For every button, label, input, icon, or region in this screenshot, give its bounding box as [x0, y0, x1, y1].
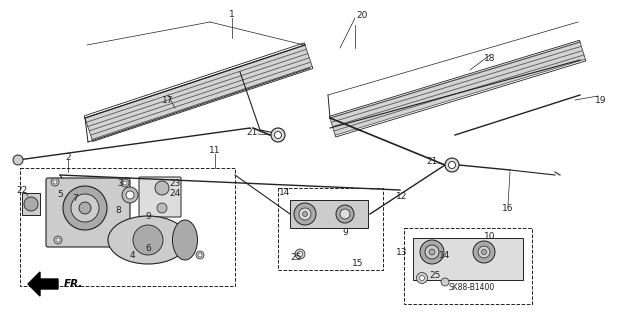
- Circle shape: [13, 155, 23, 165]
- Text: 2: 2: [65, 153, 71, 162]
- Circle shape: [56, 238, 60, 242]
- Text: 19: 19: [595, 95, 607, 105]
- Polygon shape: [86, 49, 308, 126]
- Bar: [22, 193, 40, 215]
- Circle shape: [303, 212, 307, 217]
- Polygon shape: [84, 43, 313, 141]
- Polygon shape: [85, 45, 307, 122]
- Polygon shape: [89, 58, 310, 135]
- Circle shape: [196, 251, 204, 259]
- Circle shape: [445, 158, 459, 172]
- Circle shape: [63, 186, 107, 230]
- Circle shape: [126, 191, 134, 199]
- Text: 16: 16: [502, 204, 514, 212]
- Circle shape: [417, 273, 428, 284]
- Bar: [278, 188, 383, 270]
- Text: 13: 13: [396, 247, 408, 257]
- Bar: [413, 238, 523, 280]
- Text: 23: 23: [170, 179, 180, 188]
- Text: 21: 21: [426, 156, 438, 165]
- Circle shape: [419, 276, 424, 281]
- Circle shape: [441, 278, 449, 286]
- Text: 11: 11: [209, 146, 221, 155]
- Circle shape: [295, 249, 305, 259]
- Circle shape: [123, 181, 127, 185]
- Text: 21: 21: [246, 127, 258, 137]
- Text: 14: 14: [439, 252, 451, 260]
- Circle shape: [157, 203, 167, 213]
- Circle shape: [481, 250, 486, 254]
- Circle shape: [24, 197, 38, 211]
- Circle shape: [473, 241, 495, 263]
- Ellipse shape: [173, 220, 198, 260]
- Text: 15: 15: [352, 259, 364, 268]
- Text: 18: 18: [484, 53, 496, 62]
- Text: 9: 9: [145, 212, 151, 220]
- Circle shape: [478, 246, 490, 258]
- Text: 24: 24: [170, 188, 180, 197]
- Polygon shape: [330, 40, 586, 137]
- Circle shape: [121, 179, 129, 187]
- Circle shape: [155, 181, 169, 195]
- Polygon shape: [334, 55, 585, 135]
- Circle shape: [336, 205, 354, 223]
- Bar: [404, 228, 532, 304]
- Text: 1: 1: [229, 10, 235, 19]
- Text: FR.: FR.: [64, 279, 83, 289]
- Polygon shape: [88, 53, 309, 131]
- Text: SK88-B1400: SK88-B1400: [449, 284, 495, 292]
- Circle shape: [298, 252, 303, 257]
- Polygon shape: [91, 62, 312, 139]
- Circle shape: [275, 132, 282, 139]
- Ellipse shape: [108, 216, 188, 264]
- Text: 8: 8: [115, 205, 121, 214]
- Circle shape: [51, 178, 59, 186]
- Text: 14: 14: [279, 188, 291, 196]
- Circle shape: [299, 208, 311, 220]
- Circle shape: [271, 128, 285, 142]
- Polygon shape: [330, 42, 581, 122]
- Text: 10: 10: [484, 231, 496, 241]
- Text: 5: 5: [57, 189, 63, 198]
- Circle shape: [449, 162, 456, 169]
- FancyBboxPatch shape: [46, 178, 130, 247]
- Text: 6: 6: [145, 244, 151, 252]
- Circle shape: [425, 245, 439, 259]
- Text: 4: 4: [129, 252, 135, 260]
- Circle shape: [122, 187, 138, 203]
- Text: 22: 22: [17, 186, 28, 195]
- Circle shape: [198, 253, 202, 257]
- Circle shape: [340, 209, 350, 219]
- Circle shape: [54, 236, 62, 244]
- Polygon shape: [333, 51, 584, 131]
- Text: 3: 3: [117, 179, 123, 188]
- Polygon shape: [332, 46, 582, 127]
- Circle shape: [294, 203, 316, 225]
- Bar: [290, 200, 368, 228]
- Circle shape: [133, 225, 163, 255]
- Text: 9: 9: [342, 228, 348, 236]
- Text: 25: 25: [429, 271, 441, 281]
- Circle shape: [429, 249, 435, 255]
- FancyBboxPatch shape: [139, 177, 181, 217]
- Text: 20: 20: [356, 11, 368, 20]
- Circle shape: [53, 180, 57, 184]
- Circle shape: [79, 202, 91, 214]
- Bar: [20, 168, 235, 286]
- Text: 17: 17: [163, 95, 173, 105]
- Text: 25: 25: [291, 253, 301, 262]
- Polygon shape: [28, 272, 58, 296]
- Text: 7: 7: [72, 194, 78, 203]
- Circle shape: [71, 194, 99, 222]
- Text: 12: 12: [396, 191, 408, 201]
- Circle shape: [420, 240, 444, 264]
